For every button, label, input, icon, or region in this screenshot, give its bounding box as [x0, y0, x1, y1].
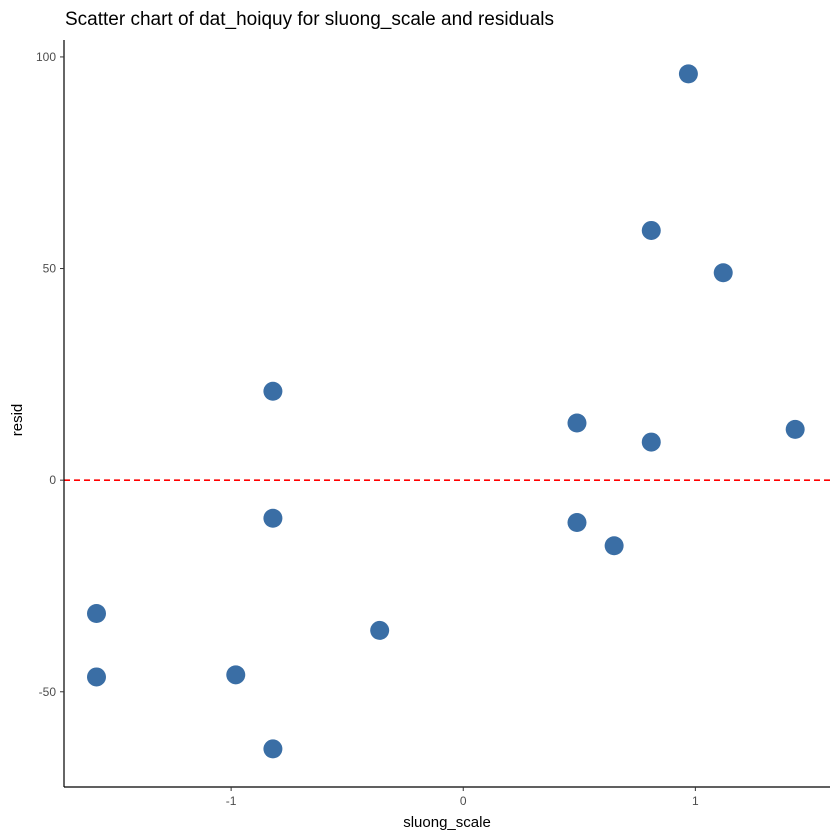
y-tick-label: -50 — [39, 685, 57, 699]
x-tick-label: 0 — [460, 794, 467, 808]
data-point — [678, 64, 698, 84]
data-point — [226, 665, 246, 685]
x-tick-label: 1 — [692, 794, 699, 808]
data-point — [604, 536, 624, 556]
data-point — [567, 413, 587, 433]
data-point — [86, 603, 106, 623]
data-point — [370, 620, 390, 640]
data-point — [263, 739, 283, 759]
data-point — [641, 220, 661, 240]
chart-title: Scatter chart of dat_hoiquy for sluong_s… — [65, 9, 554, 30]
y-tick-label: 0 — [49, 473, 56, 487]
y-tick-label: 100 — [36, 50, 56, 64]
data-point — [263, 381, 283, 401]
axes: -1 0 1 -50 0 50 100 — [36, 40, 830, 808]
data-point — [86, 667, 106, 687]
data-point — [641, 432, 661, 452]
y-tick-label: 50 — [43, 262, 57, 276]
data-point — [713, 263, 733, 283]
data-point — [263, 508, 283, 528]
x-tick-label: -1 — [226, 794, 237, 808]
y-axis-title: resid — [9, 404, 26, 437]
x-axis-title: sluong_scale — [403, 814, 491, 831]
data-point — [785, 419, 805, 439]
data-point — [567, 512, 587, 532]
plot-area — [64, 64, 830, 759]
